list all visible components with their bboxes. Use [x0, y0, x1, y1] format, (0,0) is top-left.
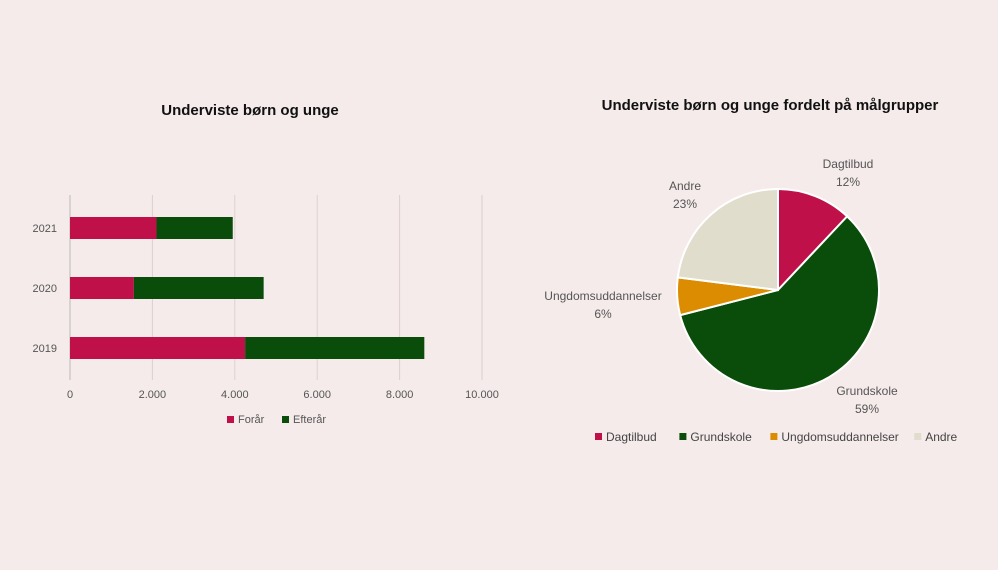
legend-swatch: [227, 416, 234, 423]
x-tick-label: 2.000: [139, 389, 167, 401]
pie-legend-label: Grundskole: [690, 430, 752, 444]
pie-slice-percent: 12%: [836, 175, 860, 189]
pie-slice-name: Ungdomsuddannelser: [544, 289, 661, 303]
bar-for-r: [70, 277, 134, 299]
pie-slice-andre: [676, 187, 779, 292]
x-tick-label: 8.000: [386, 389, 414, 401]
pie-slice-name: Dagtilbud: [823, 157, 874, 171]
pie-slice-grundskole: [678, 214, 880, 392]
legend-label: Forår: [238, 414, 265, 426]
pie-legend-label: Ungdomsuddannelser: [781, 430, 898, 444]
x-tick-label: 4.000: [221, 389, 249, 401]
bar-for-r: [70, 337, 246, 359]
pie-legend-swatch: [679, 433, 687, 440]
pie-slice-percent: 6%: [594, 307, 612, 321]
bar-efter-r: [245, 337, 425, 359]
pie-slice-percent: 59%: [855, 402, 879, 416]
pie-slice-name: Andre: [669, 179, 701, 193]
pie-slice-dagtilbud: [777, 187, 849, 293]
pie-legend-swatch: [770, 433, 778, 440]
pie-legend-label: Andre: [925, 430, 957, 444]
x-tick-label: 10.000: [465, 389, 499, 401]
bar-chart-title: Underviste børn og unge: [161, 102, 339, 119]
y-tick-label: 2019: [33, 343, 57, 355]
legend-label: Efterår: [293, 414, 326, 426]
pie-legend-label: Dagtilbud: [606, 430, 657, 444]
y-tick-label: 2020: [33, 283, 57, 295]
pie-slice-percent: 23%: [673, 197, 697, 211]
pie-legend-swatch: [914, 433, 922, 440]
bar-for-r: [70, 217, 157, 239]
pie-chart-title: Underviste børn og unge fordelt på målgr…: [601, 97, 939, 114]
legend-swatch: [282, 416, 289, 423]
pie-legend-swatch: [595, 433, 602, 440]
bar-efter-r: [133, 277, 264, 299]
x-tick-label: 0: [67, 389, 73, 401]
bar-efter-r: [156, 217, 233, 239]
x-tick-label: 6.000: [303, 389, 331, 401]
y-tick-label: 2021: [33, 223, 57, 235]
pie-slice-name: Grundskole: [836, 384, 898, 398]
